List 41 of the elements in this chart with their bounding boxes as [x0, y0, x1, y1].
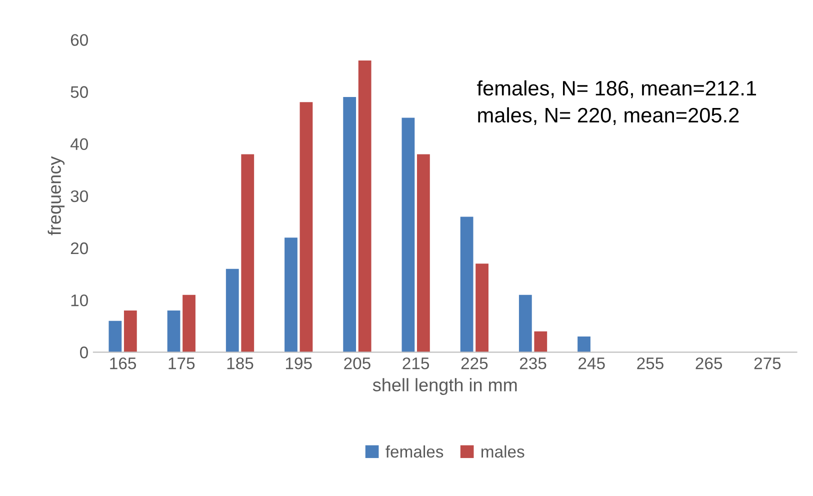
bar: [358, 60, 372, 352]
bar: [534, 331, 548, 352]
bar: [226, 268, 239, 352]
legend-label: females: [386, 445, 444, 458]
y-tick-label: 60: [70, 34, 88, 46]
bar: [300, 102, 313, 352]
bar: [460, 216, 474, 352]
x-tick-label: 255: [637, 357, 664, 370]
bar: [343, 96, 356, 352]
bar: [518, 294, 532, 352]
y-tick-label: 10: [71, 294, 88, 306]
x-tick-label: 165: [110, 357, 136, 370]
bar: [241, 154, 254, 352]
bar: [108, 320, 122, 352]
x-tick-label: 215: [402, 357, 430, 370]
y-tick-label: 30: [70, 190, 88, 202]
bar: [182, 294, 196, 352]
legend-label: males: [482, 445, 524, 458]
x-tick-label: 175: [168, 358, 195, 370]
annotation: females, N= 186, mean=212.1 males, N= 220, mean=205.2: [477, 80, 756, 126]
y-tick-label: 40: [70, 138, 88, 150]
y-axis-title: frequency: [48, 156, 65, 236]
x-tick-label: 265: [696, 357, 722, 370]
bar: [476, 264, 488, 352]
x-tick-label: 245: [578, 357, 605, 370]
bar: [416, 154, 430, 352]
x-tick-label: 275: [754, 357, 781, 370]
bar: [284, 238, 298, 352]
x-tick-label: 225: [461, 357, 488, 370]
y-tick-label: 0: [80, 346, 88, 358]
y-tick-label: 20: [70, 242, 88, 254]
x-tick-label: 235: [520, 357, 546, 370]
bar: [402, 118, 415, 352]
x-tick-label: 185: [227, 357, 254, 370]
y-tick-label: 50: [70, 86, 88, 98]
bar: [167, 310, 180, 352]
x-tick-label: 195: [286, 357, 312, 370]
bar: [124, 310, 137, 352]
bar: [578, 336, 590, 352]
x-axis-title: shell length in mm: [372, 378, 517, 395]
x-tick-label: 205: [344, 357, 370, 370]
